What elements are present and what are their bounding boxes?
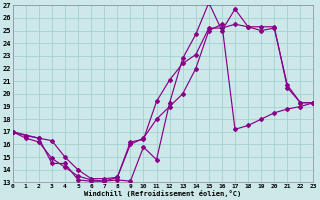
X-axis label: Windchill (Refroidissement éolien,°C): Windchill (Refroidissement éolien,°C)	[84, 190, 242, 197]
